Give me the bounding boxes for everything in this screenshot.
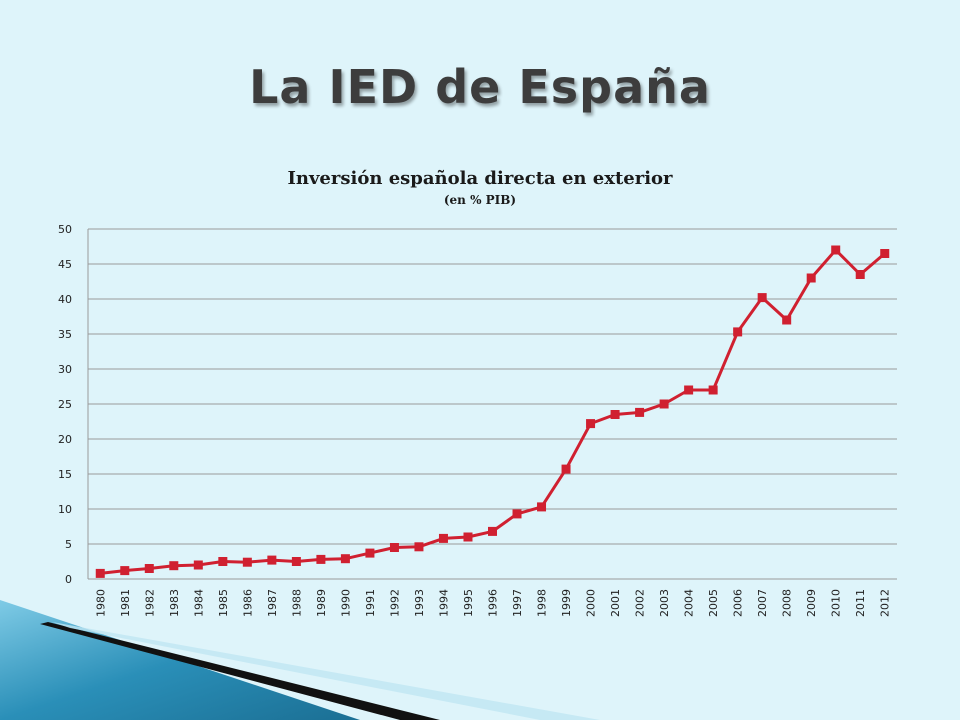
x-tick-label: 2012 bbox=[879, 589, 892, 617]
x-tick-label: 1998 bbox=[536, 589, 549, 617]
y-tick-label: 20 bbox=[58, 433, 72, 446]
chart-title: Inversión española directa en exterior bbox=[287, 168, 673, 189]
chart-subtitle: (en % PIB) bbox=[443, 193, 517, 207]
x-tick-label: 2007 bbox=[756, 589, 769, 617]
data-point-marker bbox=[610, 410, 620, 419]
y-tick-label: 45 bbox=[58, 258, 72, 271]
x-tick-label: 1994 bbox=[437, 589, 450, 617]
data-point-marker bbox=[438, 533, 448, 543]
data-point-marker bbox=[757, 293, 767, 303]
x-tick-label: 1997 bbox=[511, 589, 524, 617]
x-tick-label: 1990 bbox=[339, 589, 352, 617]
x-axis-ticks: 1980 1981 1982 1983 1984 1985 1986 1987 1988 1989… bbox=[94, 589, 891, 617]
data-point-marker bbox=[537, 502, 547, 512]
y-tick-label: 30 bbox=[58, 363, 72, 376]
data-point-marker bbox=[880, 249, 890, 258]
data-point-marker bbox=[733, 327, 743, 337]
data-point-marker bbox=[169, 561, 179, 571]
black-swoosh-shape bbox=[40, 622, 440, 720]
data-point-marker bbox=[95, 568, 105, 578]
x-tick-label: 1988 bbox=[290, 589, 303, 617]
x-tick-label: 2001 bbox=[609, 589, 622, 617]
x-tick-label: 1981 bbox=[119, 589, 132, 617]
data-point-marker bbox=[684, 385, 694, 395]
data-point-marker bbox=[806, 273, 816, 283]
x-tick-label: 2002 bbox=[634, 589, 647, 617]
data-point-marker bbox=[512, 509, 522, 519]
x-tick-label: 1991 bbox=[364, 589, 377, 617]
data-point-marker bbox=[586, 419, 596, 429]
data-point-marker bbox=[267, 555, 277, 565]
data-point-marker bbox=[291, 557, 301, 566]
x-tick-label: 2003 bbox=[658, 589, 671, 617]
x-tick-label: 1980 bbox=[94, 589, 107, 617]
x-tick-label: 1983 bbox=[168, 589, 181, 617]
y-tick-label: 25 bbox=[58, 398, 72, 411]
data-point-marker bbox=[242, 557, 252, 567]
data-point-marker bbox=[144, 564, 154, 573]
data-point-marker bbox=[488, 526, 497, 536]
x-tick-label: 2005 bbox=[707, 589, 720, 617]
data-point-marker bbox=[659, 399, 669, 409]
data-point-marker bbox=[831, 245, 841, 255]
y-tick-label: 5 bbox=[65, 538, 72, 551]
x-tick-label: 1992 bbox=[388, 589, 401, 617]
x-tick-label: 2008 bbox=[781, 589, 794, 617]
data-point-marker bbox=[635, 407, 645, 417]
x-tick-label: 1987 bbox=[266, 589, 279, 617]
x-tick-label: 2006 bbox=[732, 589, 745, 617]
x-tick-label: 2004 bbox=[683, 589, 696, 617]
x-tick-label: 1984 bbox=[192, 589, 205, 617]
data-point-marker bbox=[414, 542, 424, 552]
data-point-marker bbox=[855, 270, 865, 279]
x-tick-label: 2010 bbox=[830, 589, 843, 617]
x-tick-label: 1993 bbox=[413, 589, 426, 617]
y-tick-label: 0 bbox=[65, 573, 72, 586]
data-point-marker bbox=[340, 554, 350, 564]
data-point-marker bbox=[316, 554, 326, 564]
x-tick-label: 1985 bbox=[217, 589, 230, 617]
x-tick-label: 2009 bbox=[805, 589, 818, 617]
x-tick-label: 1989 bbox=[315, 589, 328, 617]
data-point-marker bbox=[120, 566, 130, 576]
data-point-marker bbox=[782, 315, 792, 325]
data-point-marker bbox=[708, 385, 718, 395]
y-tick-label: 50 bbox=[58, 223, 72, 236]
x-tick-label: 1999 bbox=[560, 589, 573, 617]
gridlines bbox=[87, 228, 897, 580]
x-tick-label: 1982 bbox=[143, 589, 156, 617]
y-tick-label: 10 bbox=[58, 503, 72, 516]
data-point-marker bbox=[463, 532, 473, 542]
y-tick-label: 40 bbox=[58, 293, 72, 306]
y-tick-label: 35 bbox=[58, 328, 72, 341]
data-point-marker bbox=[218, 557, 228, 566]
data-point-marker bbox=[193, 560, 203, 570]
data-point-marker bbox=[389, 543, 399, 552]
y-axis-ticks: 0 5 10 15 20 25 30 35 40 45 50 bbox=[58, 223, 72, 586]
y-tick-label: 15 bbox=[58, 468, 72, 481]
data-point-marker bbox=[561, 464, 571, 474]
slide-title: La IED de España bbox=[249, 60, 711, 114]
x-tick-label: 1986 bbox=[241, 589, 254, 617]
x-tick-label: 1995 bbox=[462, 589, 475, 617]
data-point-marker bbox=[365, 548, 375, 558]
x-tick-label: 1996 bbox=[487, 589, 500, 617]
series-group bbox=[95, 245, 890, 578]
x-tick-label: 2011 bbox=[854, 589, 867, 617]
x-tick-label: 2000 bbox=[585, 589, 598, 617]
light-swoosh-shape bbox=[52, 622, 600, 720]
